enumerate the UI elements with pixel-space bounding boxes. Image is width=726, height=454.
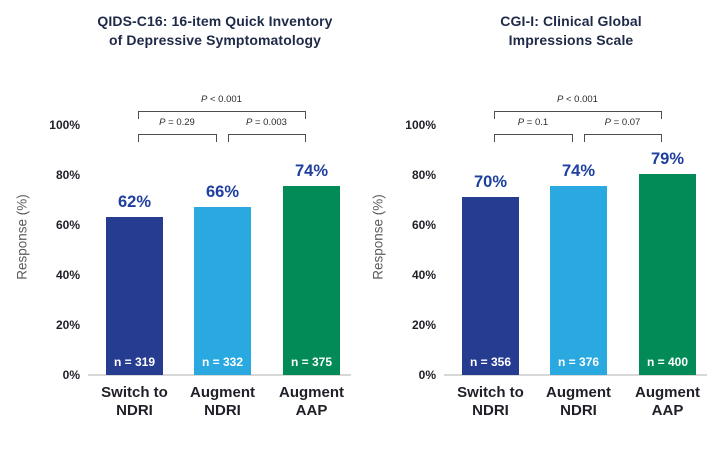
y-tick-label: 20% [411,318,436,332]
y-tick-label: 100% [405,118,436,132]
bar-value-label: 74% [294,162,329,181]
x-category-line: Augment [546,384,611,401]
x-axis-baseline [88,374,351,376]
p-label-prefix: P [201,94,208,105]
x-category-line: Switch to [101,384,168,401]
bar-augment-ndri [194,206,251,375]
chart-title-line: CGI-I: Clinical Global [500,13,642,29]
chart-title: CGI-I: Clinical Global Impressions Scale [401,12,726,50]
p-label-prefix: P [517,117,525,128]
x-category-line: NDRI [560,402,597,419]
bar-augment-aap [283,186,340,375]
x-category-label-switch-to-ndri: Switch to NDRI [436,384,546,420]
p-label-prefix: P [604,117,611,128]
p-label-value: = 0.003 [252,117,287,128]
chart-title-line: of Depressive Symptomatology [108,32,322,48]
chart-title: QIDS-C16: 16-item Quick Inventory of Depr… [45,12,385,50]
p-label-value: < 0.001 [207,94,242,105]
y-tick-label: 80% [55,168,80,182]
x-category-label-augment-aap: Augment AAP [257,384,367,420]
x-category-label-switch-to-ndri: Switch to NDRI [80,384,190,420]
p-label-prefix: P [159,117,166,128]
bar-value-label: 62% [117,192,152,211]
bar-value-label: 74% [561,162,596,181]
y-tick-label: 40% [411,268,436,282]
x-category-line: NDRI [204,402,241,419]
p-bracket [137,111,306,119]
p-label-value: = 0.29 [165,117,195,128]
bar-augment-ndri [550,186,607,375]
p-value-label: P < 0.001 [494,93,662,107]
x-category-line: Augment [635,384,700,401]
p-label-prefix: P [557,94,564,105]
x-category-line: AAP [295,402,328,419]
bar-n-label: n = 375 [290,355,333,369]
x-category-line: AAP [651,402,684,419]
bar-n-label: n = 319 [113,355,156,369]
p-bracket [583,134,662,142]
chart-title-line: Impressions Scale [508,32,634,48]
bar-n-label: n = 332 [201,355,244,369]
p-value-label: P < 0.001 [138,93,306,107]
y-tick-label: 20% [55,318,80,332]
x-category-line: NDRI [116,402,153,419]
p-bracket [493,134,573,142]
y-tick-label: 0% [418,368,436,382]
x-category-line: NDRI [472,402,509,419]
bar-augment-aap [639,173,696,375]
bar-value-label: 66% [205,182,240,201]
y-tick-label: 0% [62,368,80,382]
bar-n-label: n = 400 [646,355,689,369]
bar-n-label: n = 376 [557,355,600,369]
p-value-label: P = 0.29 [138,116,217,130]
y-tick-label: 40% [55,268,80,282]
chart-panel-cgi: CGI-I: Clinical Global Impressions Scale R… [356,0,719,454]
chart-panel-qids: QIDS-C16: 16-item Quick Inventory of Depr… [15,13,351,420]
bar-value-label: 70% [473,172,508,191]
p-label-value: = 0.1 [524,117,549,128]
p-label-value: < 0.001 [563,94,598,105]
p-bracket [227,134,306,142]
bar-switch-to-ndri [462,196,519,375]
bar-switch-to-ndri [106,216,163,375]
p-value-label: P = 0.07 [584,116,662,130]
y-tick-label: 60% [55,218,80,232]
x-category-line: Switch to [457,384,524,401]
x-category-label-augment-ndri: Augment NDRI [524,384,634,420]
y-tick-label: 80% [411,168,436,182]
bar-n-label: n = 356 [469,355,512,369]
bar-value-label: 79% [650,149,685,168]
chart-title-line: QIDS-C16: 16-item Quick Inventory [97,13,333,29]
x-category-line: Augment [190,384,255,401]
p-value-label: P = 0.1 [494,116,573,130]
x-category-label-augment-ndri: Augment NDRI [168,384,278,420]
y-tick-label: 60% [411,218,436,232]
p-bracket [493,111,662,119]
x-axis-baseline [444,374,707,376]
p-bracket [137,134,217,142]
p-value-label: P = 0.003 [228,116,306,130]
p-label-prefix: P [246,117,253,128]
x-category-label-augment-aap: Augment AAP [613,384,723,420]
x-category-line: Augment [279,384,344,401]
y-tick-label: 100% [49,118,80,132]
p-label-value: = 0.07 [611,117,641,128]
